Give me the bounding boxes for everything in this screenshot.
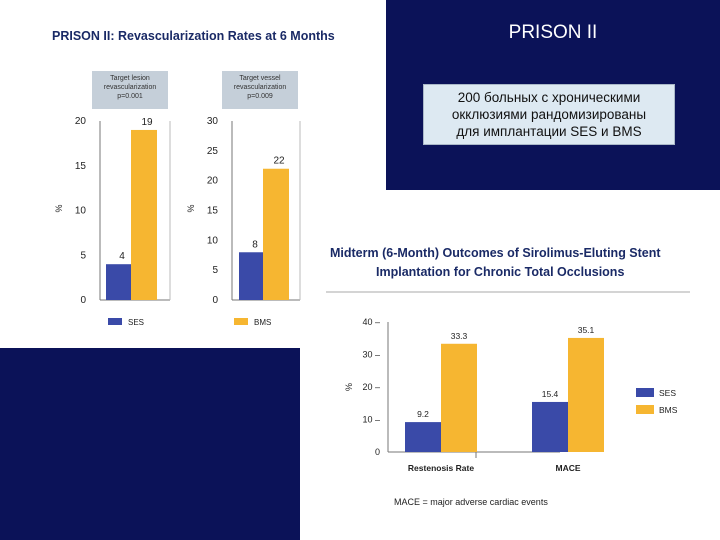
y-tick-label: 20 [75, 116, 87, 127]
y-axis-label: % [186, 204, 196, 212]
info-line: 200 больных с хроническими [457, 90, 641, 105]
legend-label: BMS [254, 318, 271, 327]
annotation-tvr: Target vessel revascularization p=0.009 [222, 71, 298, 109]
legend-label: BMS [659, 405, 678, 415]
decor-panel [0, 348, 300, 540]
bar-ses [239, 252, 265, 300]
y-tick-label: 20 [207, 176, 219, 187]
y-tick-label: 0 [212, 295, 218, 306]
bar-ses [405, 422, 441, 452]
y-axis-label: % [54, 204, 64, 212]
x-tick-label: Restenosis Rate [408, 463, 474, 473]
legend-swatch-ses [108, 318, 122, 325]
data-label: 15.4 [542, 389, 559, 399]
y-tick-label: 30 – [362, 350, 380, 360]
x-tick-label: MACE [555, 463, 580, 473]
y-tick-label: 40 – [362, 317, 380, 327]
y-tick-label: 10 [75, 206, 87, 217]
y-tick-label: 0 [375, 447, 380, 457]
annotation-line: p=0.009 [247, 93, 273, 100]
annotation-line: revascularization [103, 84, 157, 91]
y-tick-label: 10 – [362, 415, 380, 425]
data-label: 19 [141, 117, 153, 128]
legend-swatch-bms [636, 405, 654, 414]
slide-title: PRISON II [508, 22, 598, 43]
annotation-line: p=0.001 [117, 93, 143, 100]
annotation-tlr: Target lesion revascularization p=0.001 [92, 71, 168, 109]
y-axis-label: % [344, 383, 354, 391]
annotation-line: Target vessel [239, 75, 281, 82]
y-tick-label: 5 [80, 250, 86, 261]
data-label: 35.1 [578, 325, 595, 335]
bar-ses [106, 264, 132, 300]
info-box: 200 больных с хроническими окклюзиями ра… [423, 84, 675, 145]
legend-label: SES [659, 388, 676, 398]
data-label: 8 [252, 239, 258, 250]
y-tick-label: 10 [207, 235, 219, 246]
annotation-line: Target lesion [110, 75, 150, 82]
bar-bms [441, 343, 477, 452]
data-label: 22 [273, 156, 285, 167]
info-line: окклюзиями рандомизированы [451, 107, 647, 122]
info-line: для имплантации SES и BMS [456, 124, 642, 139]
data-label: 9.2 [417, 409, 429, 419]
y-tick-label: 30 [207, 116, 219, 127]
bar-ses [532, 401, 568, 452]
bar-bms [568, 337, 604, 452]
data-label: 33.3 [451, 331, 468, 341]
legend-swatch-bms [234, 318, 248, 325]
annotation-line: revascularization [233, 84, 287, 91]
y-tick-label: 15 [207, 206, 219, 217]
legend-label: SES [128, 318, 144, 327]
y-tick-label: 5 [212, 265, 218, 276]
chart-title-left: PRISON II: Revascularization Rates at 6 … [52, 29, 335, 43]
y-tick-label: 0 [80, 295, 86, 306]
footnote: MACE = major adverse cardiac events [394, 497, 548, 507]
chart-title-right-line2: Implantation for Chronic Total Occlusion… [376, 265, 625, 279]
y-tick-label: 25 [207, 146, 219, 157]
data-label: 4 [119, 251, 125, 262]
chart-title-right-line1: Midterm (6-Month) Outcomes of Sirolimus-… [330, 246, 661, 260]
y-tick-label: 15 [75, 161, 87, 172]
legend-swatch-ses [636, 388, 654, 397]
y-tick-label: 20 – [362, 382, 380, 392]
bar-bms [131, 129, 157, 300]
bar-bms [263, 168, 289, 300]
